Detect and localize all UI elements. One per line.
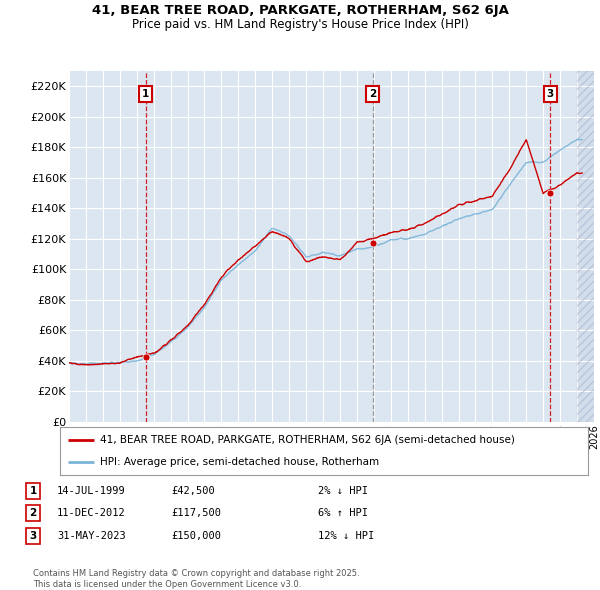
Text: £117,500: £117,500: [171, 509, 221, 518]
Text: 3: 3: [29, 531, 37, 540]
Text: 2: 2: [369, 88, 377, 99]
Text: 6% ↑ HPI: 6% ↑ HPI: [318, 509, 368, 518]
Text: 11-DEC-2012: 11-DEC-2012: [57, 509, 126, 518]
Text: 31-MAY-2023: 31-MAY-2023: [57, 531, 126, 540]
Bar: [577, 71, 600, 422]
Text: 1: 1: [29, 486, 37, 496]
Text: Price paid vs. HM Land Registry's House Price Index (HPI): Price paid vs. HM Land Registry's House …: [131, 18, 469, 31]
Text: 12% ↓ HPI: 12% ↓ HPI: [318, 531, 374, 540]
Text: £42,500: £42,500: [171, 486, 215, 496]
Text: 41, BEAR TREE ROAD, PARKGATE, ROTHERHAM, S62 6JA: 41, BEAR TREE ROAD, PARKGATE, ROTHERHAM,…: [92, 4, 508, 17]
Bar: [577, 71, 600, 422]
Text: 41, BEAR TREE ROAD, PARKGATE, ROTHERHAM, S62 6JA (semi-detached house): 41, BEAR TREE ROAD, PARKGATE, ROTHERHAM,…: [100, 435, 514, 445]
Text: HPI: Average price, semi-detached house, Rotherham: HPI: Average price, semi-detached house,…: [100, 457, 379, 467]
Text: Contains HM Land Registry data © Crown copyright and database right 2025.
This d: Contains HM Land Registry data © Crown c…: [33, 569, 359, 589]
Text: 1: 1: [142, 88, 149, 99]
Text: 2: 2: [29, 509, 37, 518]
Text: 14-JUL-1999: 14-JUL-1999: [57, 486, 126, 496]
Text: £150,000: £150,000: [171, 531, 221, 540]
Text: 2% ↓ HPI: 2% ↓ HPI: [318, 486, 368, 496]
Text: 3: 3: [547, 88, 554, 99]
